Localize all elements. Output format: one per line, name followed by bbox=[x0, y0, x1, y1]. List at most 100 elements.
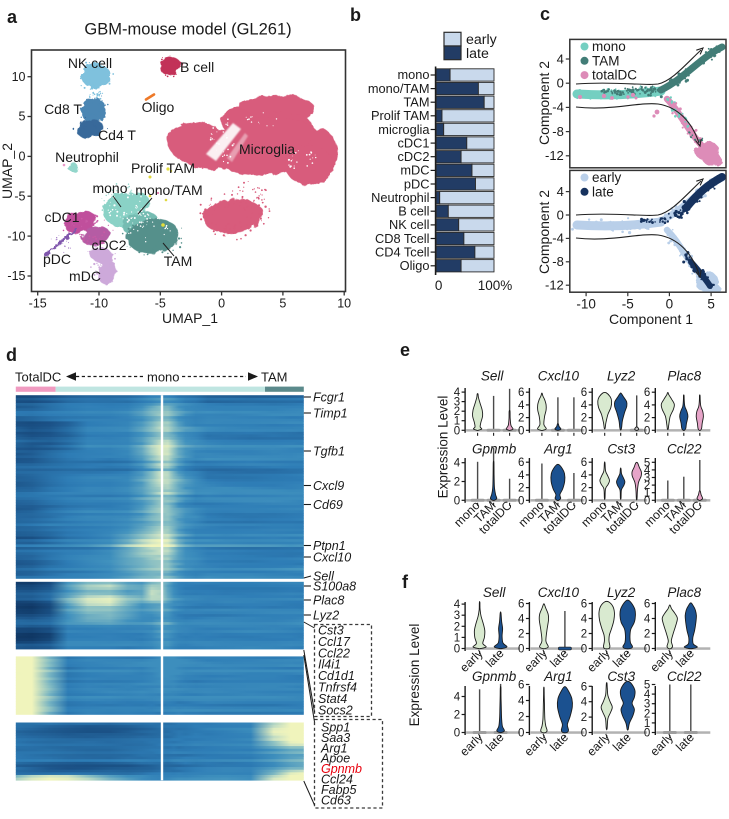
svg-text:-15: -15 bbox=[29, 297, 47, 311]
svg-text:0: 0 bbox=[581, 644, 587, 656]
svg-text:2: 2 bbox=[454, 406, 460, 418]
svg-text:5: 5 bbox=[644, 680, 650, 692]
svg-text:-5: -5 bbox=[622, 297, 634, 312]
svg-text:B cell: B cell bbox=[398, 204, 429, 219]
svg-text:cDC2: cDC2 bbox=[398, 149, 430, 164]
svg-text:S100a8: S100a8 bbox=[313, 580, 356, 594]
svg-text:4: 4 bbox=[644, 614, 651, 626]
svg-text:4: 4 bbox=[518, 470, 525, 482]
svg-text:Oligo: Oligo bbox=[400, 258, 430, 273]
svg-text:0: 0 bbox=[644, 495, 650, 507]
svg-text:0: 0 bbox=[518, 495, 524, 507]
svg-text:UMAP_1: UMAP_1 bbox=[162, 310, 218, 326]
svg-text:-10: -10 bbox=[7, 229, 25, 243]
svg-text:1: 1 bbox=[644, 488, 650, 500]
svg-text:totalDC: totalDC bbox=[592, 68, 637, 83]
svg-text:3: 3 bbox=[644, 473, 650, 485]
svg-text:6: 6 bbox=[518, 387, 524, 399]
svg-text:Plac8: Plac8 bbox=[667, 585, 701, 600]
svg-text:early: early bbox=[466, 32, 498, 48]
svg-text:0: 0 bbox=[454, 728, 460, 740]
svg-text:Cst3: Cst3 bbox=[607, 442, 635, 457]
svg-text:4: 4 bbox=[518, 400, 525, 412]
svg-text:early: early bbox=[592, 170, 622, 185]
svg-text:mono: mono bbox=[592, 39, 626, 54]
svg-text:mDC: mDC bbox=[69, 268, 101, 284]
svg-text:Tgfb1: Tgfb1 bbox=[313, 445, 345, 459]
svg-text:CD4 Tcell: CD4 Tcell bbox=[375, 244, 430, 259]
svg-text:2: 2 bbox=[454, 710, 460, 722]
svg-text:4: 4 bbox=[581, 470, 588, 482]
svg-text:0: 0 bbox=[518, 728, 524, 740]
svg-text:-10: -10 bbox=[90, 297, 108, 311]
svg-text:Sell: Sell bbox=[483, 585, 507, 600]
svg-text:2: 2 bbox=[454, 621, 460, 633]
svg-text:TotalDC: TotalDC bbox=[15, 370, 61, 385]
svg-text:Cd69: Cd69 bbox=[313, 498, 343, 512]
svg-text:4: 4 bbox=[581, 400, 588, 412]
svg-text:Lyz2: Lyz2 bbox=[607, 369, 636, 384]
svg-text:-5: -5 bbox=[155, 297, 166, 311]
svg-text:Component 2: Component 2 bbox=[536, 61, 552, 145]
svg-text:1: 1 bbox=[644, 718, 650, 730]
svg-text:2: 2 bbox=[581, 483, 587, 495]
svg-text:0: 0 bbox=[435, 278, 443, 293]
svg-text:6: 6 bbox=[518, 457, 524, 469]
svg-text:Socs2: Socs2 bbox=[318, 703, 353, 717]
svg-text:4: 4 bbox=[518, 614, 525, 626]
svg-text:pDC: pDC bbox=[404, 176, 430, 191]
svg-text:-8: -8 bbox=[552, 254, 564, 269]
svg-text:Neutrophil: Neutrophil bbox=[55, 149, 119, 165]
svg-text:2: 2 bbox=[581, 413, 587, 425]
svg-text:-5: -5 bbox=[14, 189, 25, 203]
svg-text:d: d bbox=[6, 345, 17, 365]
svg-text:Sell: Sell bbox=[313, 570, 335, 584]
svg-text:Cxcl10: Cxcl10 bbox=[538, 369, 580, 384]
svg-text:0: 0 bbox=[518, 425, 524, 437]
svg-text:Ccl24: Ccl24 bbox=[321, 773, 353, 787]
svg-text:late: late bbox=[466, 46, 489, 62]
svg-text:mono/TAM: mono/TAM bbox=[368, 81, 430, 96]
svg-text:5: 5 bbox=[707, 297, 715, 312]
svg-text:Cxcl10: Cxcl10 bbox=[313, 551, 351, 565]
svg-text:Cd8 T: Cd8 T bbox=[44, 101, 82, 117]
svg-text:Ccl17: Ccl17 bbox=[318, 635, 351, 649]
svg-text:Cd4 T: Cd4 T bbox=[98, 127, 136, 143]
svg-text:2: 2 bbox=[518, 413, 524, 425]
svg-text:4: 4 bbox=[557, 51, 564, 66]
svg-text:Saa3: Saa3 bbox=[321, 731, 350, 745]
svg-text:0: 0 bbox=[644, 425, 650, 437]
svg-text:6: 6 bbox=[581, 681, 587, 693]
svg-text:Prolif TAM: Prolif TAM bbox=[131, 160, 195, 176]
svg-text:Timp1: Timp1 bbox=[313, 407, 348, 421]
svg-text:f: f bbox=[402, 572, 409, 592]
svg-text:0: 0 bbox=[19, 150, 26, 164]
svg-text:5: 5 bbox=[279, 297, 286, 311]
svg-text:1: 1 bbox=[454, 632, 460, 644]
svg-text:Component 1: Component 1 bbox=[609, 311, 693, 327]
svg-text:0: 0 bbox=[557, 207, 564, 222]
svg-text:5: 5 bbox=[19, 110, 26, 124]
svg-text:b: b bbox=[350, 5, 361, 25]
svg-text:2: 2 bbox=[644, 708, 650, 720]
svg-text:Fabp5: Fabp5 bbox=[321, 783, 356, 797]
svg-text:2: 2 bbox=[454, 477, 460, 489]
svg-text:TAM: TAM bbox=[261, 370, 287, 385]
svg-text:0: 0 bbox=[666, 297, 674, 312]
svg-text:B cell: B cell bbox=[180, 59, 214, 75]
svg-text:cDC1: cDC1 bbox=[44, 209, 79, 225]
svg-text:6: 6 bbox=[518, 680, 524, 692]
svg-text:Apoe: Apoe bbox=[320, 752, 350, 766]
svg-text:2: 2 bbox=[581, 712, 587, 724]
svg-text:GBM-mouse model (GL261): GBM-mouse model (GL261) bbox=[84, 21, 291, 39]
svg-text:Spp1: Spp1 bbox=[321, 721, 350, 735]
svg-text:Expression Level: Expression Level bbox=[407, 624, 422, 727]
svg-text:Ccl22: Ccl22 bbox=[667, 442, 702, 457]
svg-text:4: 4 bbox=[454, 458, 461, 470]
svg-text:late: late bbox=[592, 184, 614, 199]
svg-text:TAM: TAM bbox=[592, 53, 620, 68]
svg-text:Tnfrsf4: Tnfrsf4 bbox=[318, 681, 357, 695]
svg-text:0: 0 bbox=[581, 728, 587, 740]
svg-text:a: a bbox=[7, 7, 18, 27]
svg-text:4: 4 bbox=[557, 184, 564, 199]
